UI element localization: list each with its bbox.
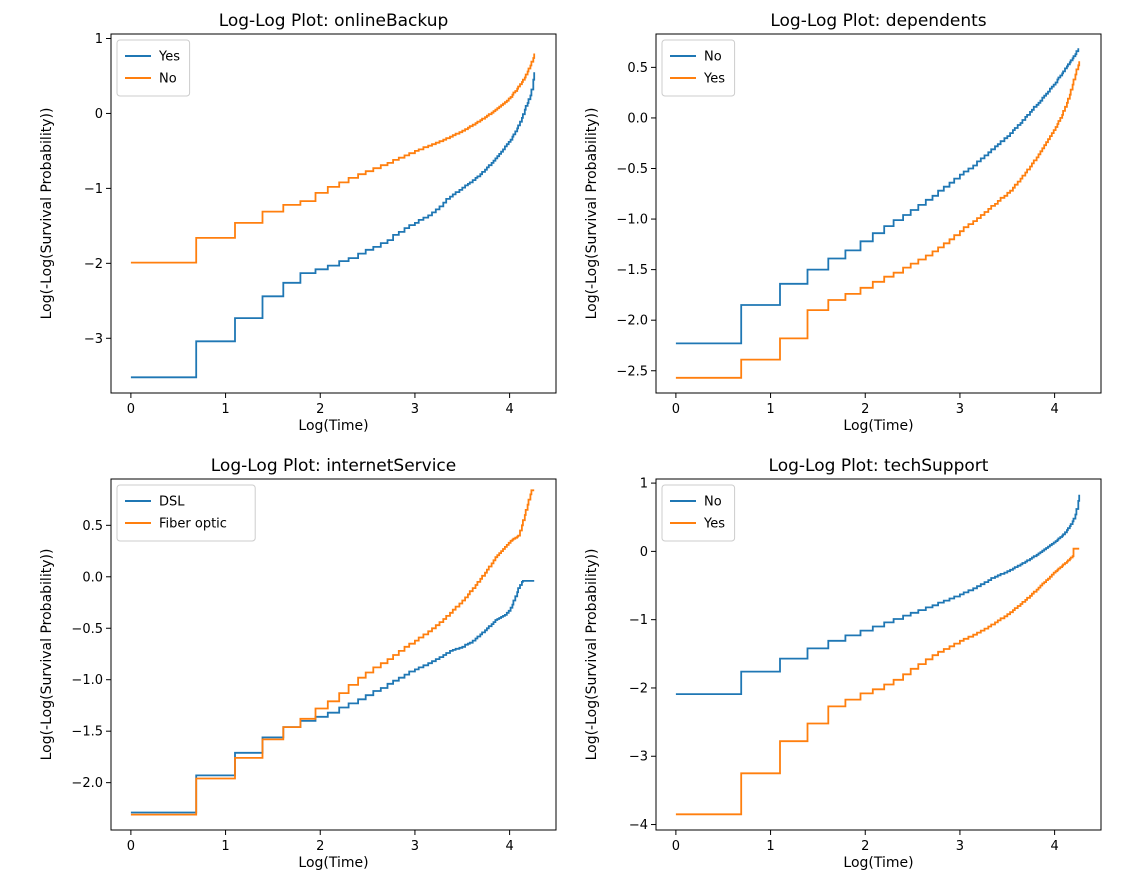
series-line-fiber-optic [130, 489, 535, 816]
x-tick-label: 2 [861, 402, 869, 417]
legend-label: No [704, 495, 722, 510]
legend-box [116, 39, 191, 97]
x-tick-label: 0 [672, 402, 680, 417]
y-tick-label: −1.0 [71, 673, 103, 688]
axes-frame [110, 478, 557, 831]
subplot-title: Log-Log Plot: onlineBackup [219, 11, 449, 31]
series-line-yes [130, 72, 536, 379]
x-axis-label: Log(Time) [843, 855, 913, 871]
x-tick-label: 2 [316, 402, 324, 417]
subplot-title: Log-Log Plot: internetService [211, 456, 456, 476]
legend-box [116, 484, 256, 542]
x-tick-label: 3 [411, 839, 419, 854]
y-tick-label: 0 [95, 107, 103, 122]
x-tick-label: 3 [411, 402, 419, 417]
subplot-3: 0 1 2 3 4 −2.0 −1.5 −1.0 −0.5 0.0 0.5 Log-Log Plot:… [39, 456, 557, 871]
legend-label: Yes [158, 50, 180, 65]
x-tick-label: 0 [672, 839, 680, 854]
legend: Yes No [116, 39, 191, 97]
x-axis-label: Log(Time) [843, 418, 913, 434]
y-tick-label: −1.0 [616, 213, 648, 228]
series-line-no [130, 53, 536, 264]
y-tick-label: −2.5 [616, 364, 648, 379]
legend-label: Yes [703, 517, 725, 532]
legend-label: No [704, 50, 722, 65]
series-line-dsl [130, 580, 535, 814]
legend: DSL Fiber optic [116, 484, 256, 542]
y-tick-label: 0.5 [82, 519, 103, 534]
y-axis-label: Log(-Log(Survival Probability)) [584, 549, 600, 761]
series-line-yes [675, 547, 1080, 816]
legend: No Yes [661, 484, 736, 542]
y-tick-label: −0.5 [71, 622, 103, 637]
y-tick-label: −0.5 [616, 162, 648, 177]
x-tick-label: 3 [956, 402, 964, 417]
y-tick-label: −3 [84, 332, 103, 347]
x-tick-label: 1 [221, 839, 229, 854]
x-tick-label: 1 [221, 402, 229, 417]
series-line-no [675, 48, 1080, 345]
x-tick-label: 4 [505, 839, 513, 854]
x-tick-label: 1 [766, 839, 774, 854]
subplot-1: 0 1 2 3 4 −3 −2 −1 0 1 Log-Log Plot: onlineBackup L… [39, 11, 557, 434]
y-tick-label: 0.0 [82, 570, 103, 585]
y-tick-label: −2 [84, 257, 103, 272]
x-tick-label: 4 [1050, 839, 1058, 854]
series-line-no [675, 494, 1081, 695]
x-tick-label: 4 [1050, 402, 1058, 417]
subplot-title: Log-Log Plot: techSupport [769, 456, 989, 476]
legend-box [661, 484, 736, 542]
y-tick-label: 0.0 [627, 111, 648, 126]
y-tick-label: −2.0 [616, 314, 648, 329]
y-tick-label: 0.5 [627, 61, 648, 76]
y-axis-label: Log(-Log(Survival Probability)) [584, 108, 600, 320]
x-axis-label: Log(Time) [298, 855, 368, 871]
x-tick-label: 2 [316, 839, 324, 854]
y-tick-label: 1 [95, 32, 103, 47]
axes-frame [110, 33, 557, 394]
y-axis-label: Log(-Log(Survival Probability)) [39, 549, 55, 761]
y-tick-label: −3 [629, 750, 648, 765]
x-tick-label: 3 [956, 839, 964, 854]
legend-label: No [159, 72, 177, 87]
y-tick-label: −1.5 [71, 725, 103, 740]
y-tick-label: −4 [629, 818, 648, 833]
x-tick-label: 0 [127, 839, 135, 854]
y-tick-label: −1.5 [616, 263, 648, 278]
x-tick-label: 4 [505, 402, 513, 417]
x-tick-label: 0 [127, 402, 135, 417]
legend-box [661, 39, 736, 97]
subplot-title: Log-Log Plot: dependents [770, 11, 986, 31]
subplot-2: 0 1 2 3 4 −2.5 −2.0 −1.5 −1.0 −0.5 0.0 0.5 Log-Log P… [584, 11, 1102, 434]
legend-label: Yes [703, 72, 725, 87]
axes-frame [655, 478, 1102, 831]
y-tick-label: −2.0 [71, 776, 103, 791]
legend: No Yes [661, 39, 736, 97]
x-tick-label: 2 [861, 839, 869, 854]
y-tick-label: 0 [640, 545, 648, 560]
y-tick-label: −1 [629, 613, 648, 628]
y-tick-label: −2 [629, 681, 648, 696]
x-tick-label: 1 [766, 402, 774, 417]
legend-label: Fiber optic [159, 517, 227, 532]
x-axis-label: Log(Time) [298, 418, 368, 434]
legend-label: DSL [159, 495, 185, 510]
y-tick-label: 1 [640, 477, 648, 492]
y-tick-label: −1 [84, 182, 103, 197]
axes-frame [655, 33, 1102, 394]
y-axis-label: Log(-Log(Survival Probability)) [39, 108, 55, 320]
series-line-yes [675, 61, 1081, 379]
subplot-4: 0 1 2 3 4 −4 −3 −2 −1 0 1 Log-Log Plot: techSupport… [584, 456, 1102, 871]
